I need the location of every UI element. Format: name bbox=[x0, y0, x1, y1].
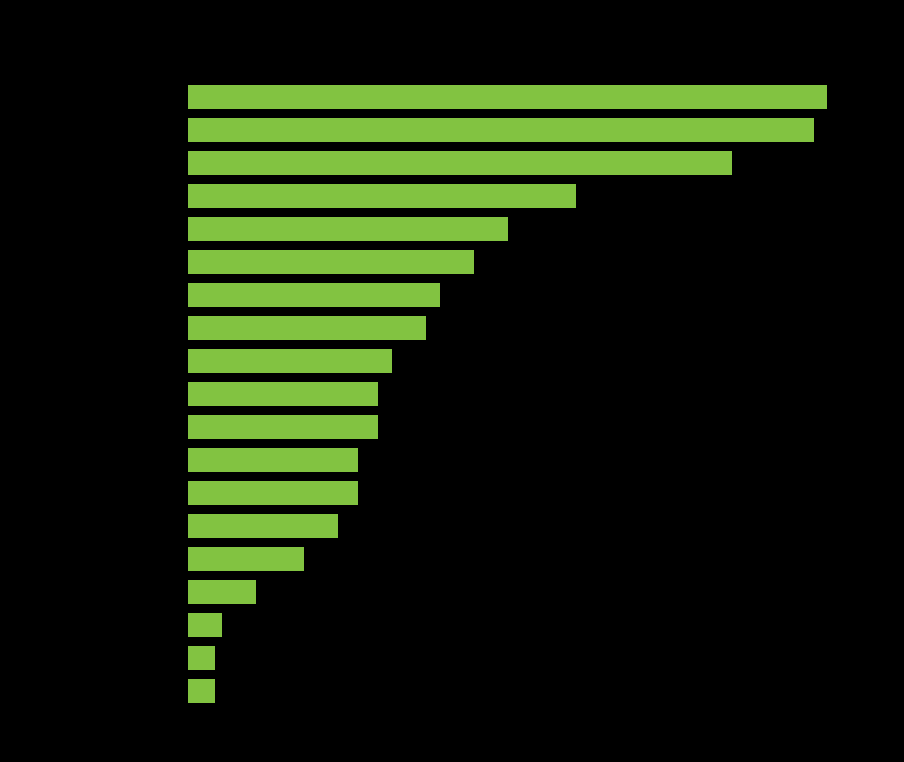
bar-item-11 bbox=[188, 415, 378, 439]
bar-item-18 bbox=[188, 646, 215, 670]
bar-item-06 bbox=[188, 250, 474, 274]
bar-item-05 bbox=[188, 217, 508, 241]
bar-item-08 bbox=[188, 316, 426, 340]
bar-item-09 bbox=[188, 349, 392, 373]
bar-item-12 bbox=[188, 448, 358, 472]
bar-item-13 bbox=[188, 481, 358, 505]
bar-item-17 bbox=[188, 613, 222, 637]
bar-item-02 bbox=[188, 118, 814, 142]
bar-item-04 bbox=[188, 184, 576, 208]
bar-item-03 bbox=[188, 151, 732, 175]
bar-item-07 bbox=[188, 283, 440, 307]
bar-item-19 bbox=[188, 679, 215, 703]
bar-chart bbox=[0, 0, 904, 762]
bar-item-14 bbox=[188, 514, 338, 538]
bar-item-16 bbox=[188, 580, 256, 604]
bar-item-15 bbox=[188, 547, 304, 571]
bar-item-10 bbox=[188, 382, 378, 406]
bar-item-01 bbox=[188, 85, 827, 109]
